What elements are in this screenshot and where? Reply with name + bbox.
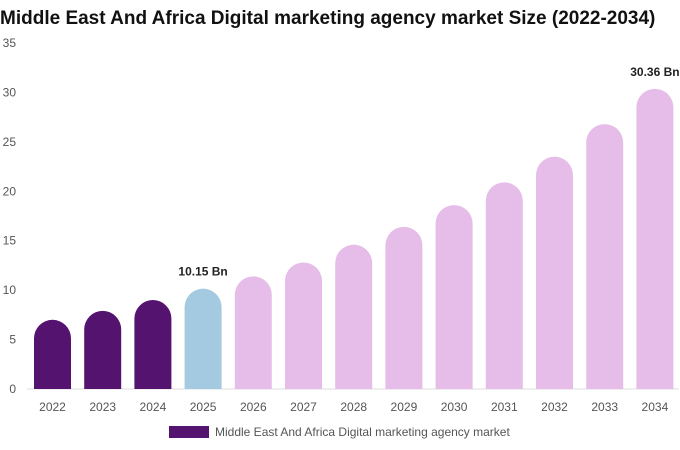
y-tick-label: 15 xyxy=(3,234,17,248)
legend-swatch xyxy=(169,426,209,438)
bars xyxy=(34,88,674,389)
bar-2034 xyxy=(636,88,674,389)
x-axis: 2022 2023 2024 2025 2026 2027 2028 2029 2030 2031… xyxy=(39,400,668,414)
bar-2026 xyxy=(234,276,272,389)
x-tick-label: 2032 xyxy=(541,400,568,414)
x-tick-label: 2023 xyxy=(89,400,116,414)
bar-2023 xyxy=(84,310,122,389)
bar-2031 xyxy=(485,182,523,389)
x-tick-label: 2027 xyxy=(290,400,317,414)
x-tick-label: 2026 xyxy=(240,400,267,414)
y-tick-label: 30 xyxy=(3,85,17,99)
bar-2028 xyxy=(335,244,373,389)
x-tick-label: 2028 xyxy=(340,400,367,414)
x-tick-label: 2031 xyxy=(491,400,518,414)
data-label: 10.15 Bn xyxy=(178,265,227,279)
x-tick-label: 2024 xyxy=(140,400,167,414)
y-tick-label: 5 xyxy=(9,333,16,347)
x-tick-label: 2025 xyxy=(190,400,217,414)
y-tick-label: 0 xyxy=(9,382,16,396)
x-tick-label: 2029 xyxy=(391,400,418,414)
bar-2033 xyxy=(586,124,624,389)
y-tick-label: 20 xyxy=(3,184,17,198)
bar-2030 xyxy=(435,205,473,389)
bar-2024 xyxy=(134,300,172,389)
y-tick-label: 10 xyxy=(3,283,17,297)
data-label: 30.36 Bn xyxy=(630,65,679,79)
x-tick-label: 2030 xyxy=(441,400,468,414)
legend: Middle East And Africa Digital marketing… xyxy=(169,425,510,439)
legend-label: Middle East And Africa Digital marketing… xyxy=(215,425,510,439)
data-labels: 10.15 Bn 30.36 Bn xyxy=(178,65,679,279)
chart-title: Middle East And Africa Digital marketing… xyxy=(0,8,656,29)
bar-2022 xyxy=(34,319,71,389)
bar-2025 xyxy=(184,288,222,389)
x-tick-label: 2034 xyxy=(642,400,669,414)
x-tick-label: 2022 xyxy=(39,400,66,414)
bar-2032 xyxy=(536,156,573,389)
bar-2029 xyxy=(385,226,423,389)
y-axis: 0 5 10 15 20 25 30 35 xyxy=(3,36,17,396)
bar-2027 xyxy=(285,262,322,389)
y-tick-label: 35 xyxy=(3,36,17,50)
x-tick-label: 2033 xyxy=(591,400,618,414)
y-tick-label: 25 xyxy=(3,135,17,149)
